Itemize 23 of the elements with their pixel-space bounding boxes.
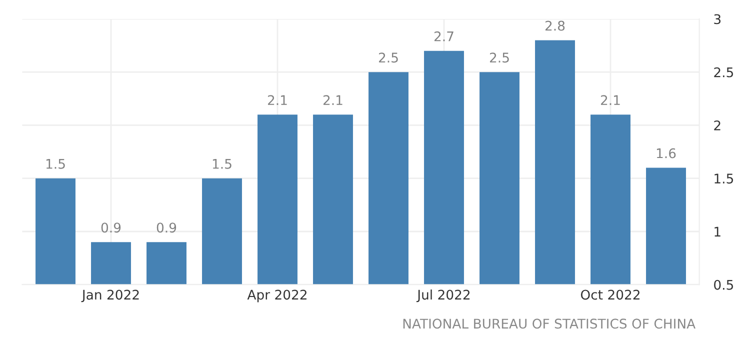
data-label: 0.9 <box>156 222 176 233</box>
data-label: 2.7 <box>434 31 454 42</box>
x-tick-label: Oct 2022 <box>580 290 640 300</box>
y-tick-label: 1.5 <box>714 174 734 184</box>
data-label: 2.1 <box>600 95 620 105</box>
data-label: 2.1 <box>268 95 287 105</box>
data-label: 1.5 <box>212 159 232 169</box>
x-tick-label: Jul 2022 <box>416 289 470 302</box>
x-tick-label: Jan 2022 <box>81 290 139 302</box>
data-label: 0.9 <box>101 222 121 233</box>
y-tick-label: 0.5 <box>714 280 734 290</box>
y-tick-label: 2 <box>714 120 720 130</box>
data-label: 2.8 <box>545 20 565 31</box>
y-tick-label: 2.5 <box>714 67 734 78</box>
data-label: 1.6 <box>656 148 676 158</box>
data-label: 2.1 <box>323 95 342 105</box>
text: NATIONAL BUREAU OF STATISTICS OF CHINA <box>403 318 696 329</box>
data-label: 1.5 <box>46 159 65 169</box>
data-label: 2.5 <box>490 52 509 63</box>
y-tick-label: 3 <box>714 14 721 24</box>
data-label: 2.5 <box>378 52 398 63</box>
y-tick-label: 1 <box>714 226 720 237</box>
x-tick-label: Apr 2022 <box>247 290 306 302</box>
